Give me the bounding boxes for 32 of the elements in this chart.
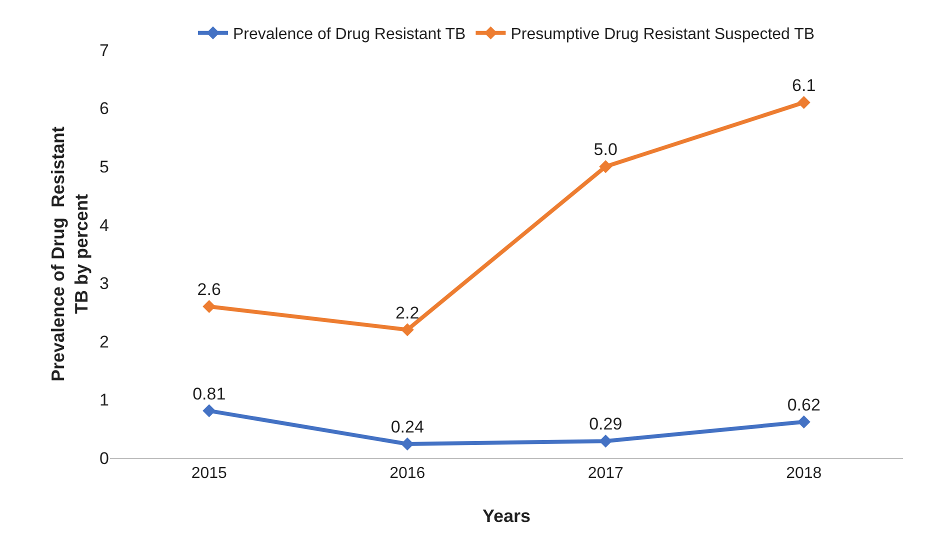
data-label: 2.2 [396,303,420,322]
x-tick-label: 2018 [786,465,822,482]
data-label: 0.62 [787,395,820,414]
legend-label: Presumptive Drug Resistant Suspected TB [510,26,815,44]
x-axis-title: Years [482,506,531,526]
point [400,323,414,336]
x-tick-label: 2016 [390,465,426,482]
point [599,160,612,174]
y-tick-label: 6 [100,99,109,118]
y-tick-label: 2 [100,332,109,352]
x-tick-label: 2015 [191,465,228,482]
data-label: 6.1 [792,76,816,95]
point [599,434,612,448]
point [202,404,216,418]
point [400,438,414,451]
data-label: 5.0 [594,140,618,160]
y-tick-label: 5 [100,158,109,177]
data-label: 0.81 [192,384,226,404]
legend-label: Prevalence of Drug Resistant TB [233,26,466,44]
point [202,300,216,313]
y-tick-label: 4 [100,216,109,235]
point [797,96,810,109]
data-label: 2.6 [197,280,221,299]
y-tick-label: 3 [100,274,109,294]
point [797,415,810,428]
y-tick-label: 0 [100,448,109,468]
y-axis-title: Prevalence of Drug Resistant TB by percent [48,126,92,382]
data-label: 0.29 [589,414,622,434]
y-tick-label: 7 [100,40,109,60]
y-tick-label: 1 [100,390,109,410]
data-label: 0.24 [390,418,424,437]
x-tick-label: 2017 [588,465,624,482]
